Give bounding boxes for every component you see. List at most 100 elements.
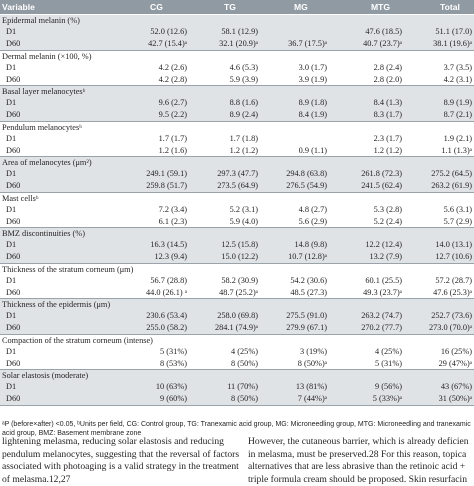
cell-mg: 7 (44%)ᵃ	[297, 394, 327, 404]
cell-tg: 5.9 (3.9)	[229, 74, 258, 84]
cell-total: 273.0 (70.0)ᵃ	[428, 323, 472, 333]
row-label: D60	[6, 394, 21, 404]
cell-cg: 1.7 (1.7)	[158, 133, 187, 143]
cell-mg: 8.4 (1.9)	[298, 110, 327, 120]
cell-cg: 6.1 (2.3)	[158, 216, 187, 226]
cell-mtg: 13.2 (7.9)	[369, 252, 403, 262]
table-row: D60 1.2 (1.6) 1.2 (1.2) 0.9 (1.1) 1.2 (1.2) 1…	[0, 145, 474, 157]
cell-total: 8.7 (2.1)	[443, 110, 472, 120]
row-label: D60	[6, 358, 21, 368]
cell-cg: 9 (60%)	[160, 394, 187, 404]
cell-total: 43 (67%)	[440, 382, 472, 391]
table-row: D60 6.1 (2.3) 5.9 (4.0) 5.6 (2.9) 5.2 (2.4) 5…	[0, 216, 474, 228]
table-row: D1 5 (31%) 4 (25%) 3 (19%) 4 (25%) 16 (25%)	[0, 346, 474, 358]
cell-tg: 1.2 (1.2)	[229, 145, 258, 155]
section-divider	[0, 191, 474, 193]
section-band	[0, 370, 474, 406]
cell-mg: 275.5 (91.0)	[286, 311, 327, 320]
body-left-line: associated with photoaging is a valid st…	[2, 461, 239, 473]
cell-cg: 12.3 (9.4)	[154, 252, 188, 262]
section-title: Dermal melanin (×100, %)	[2, 51, 92, 61]
cell-mtg: 261.8 (72.3)	[361, 169, 402, 178]
cell-cg: 9.6 (2.7)	[158, 98, 187, 107]
section-title-row: Area of melanocytes (μm²)	[0, 157, 474, 168]
section-divider	[0, 85, 474, 86]
body-left-line: of melasma.12,27	[2, 473, 71, 485]
cell-mtg: 12.2 (12.4)	[365, 240, 402, 249]
row-label: D1	[6, 133, 17, 143]
cell-tg: 12.5 (15.8)	[221, 240, 258, 249]
cell-tg: 273.5 (64.9)	[217, 181, 258, 191]
section-title-row: Pendulum melanocytesᵇ	[0, 122, 474, 133]
row-label: D1	[6, 382, 17, 391]
cell-mtg: 1.2 (1.2)	[373, 145, 402, 155]
section-divider	[0, 369, 474, 370]
cell-total: 275.2 (64.5)	[431, 169, 472, 178]
cell-mtg: 2.3 (1.7)	[373, 133, 402, 143]
section-title: Pendulum melanocytesᵇ	[2, 122, 82, 132]
cell-mg: 14.8 (9.8)	[294, 240, 328, 249]
cell-mtg: 47.6 (18.5)	[365, 27, 402, 36]
cell-tg: 1.7 (1.8)	[229, 133, 258, 143]
cell-tg: 8.8 (1.6)	[229, 98, 258, 107]
cell-tg: 8 (50%)	[231, 394, 258, 404]
cell-mtg: 8.4 (1.3)	[373, 98, 402, 107]
cell-cg: 42.7 (15.4)ᵃ	[148, 39, 187, 49]
cell-mtg: 2.8 (2.0)	[373, 74, 402, 84]
cell-mtg: 5 (31%)	[375, 358, 402, 368]
cell-tg: 297.3 (47.7)	[217, 169, 258, 178]
cell-cg: 1.2 (1.6)	[158, 145, 187, 155]
cell-total: 14.0 (13.1)	[435, 240, 472, 249]
section-divider	[0, 262, 474, 264]
cell-mtg: 5.3 (2.8)	[373, 204, 402, 214]
cell-tg: 11 (70%)	[227, 382, 258, 391]
row-label: D1	[6, 275, 17, 285]
section-band	[0, 157, 474, 193]
cell-cg: 44.0 (26.1) ᵃ	[146, 287, 187, 297]
cell-mg: 8.9 (1.8)	[298, 98, 327, 107]
section-divider	[0, 227, 474, 228]
table-row: D1 10 (63%) 11 (70%) 13 (81%) 9 (56%) 43 (67%…	[0, 381, 474, 393]
cell-mtg: 40.7 (23.7)ᵃ	[363, 39, 402, 49]
cell-cg: 230.6 (53.4)	[146, 311, 187, 320]
cell-tg: 284.1 (74.9)ᵃ	[214, 323, 258, 333]
cell-tg: 32.1 (20.9)ᵃ	[219, 39, 258, 49]
section-title-row: Thickness of the stratum corneum (μm)	[0, 264, 474, 275]
row-label: D1	[6, 346, 17, 356]
cell-mg: 3 (19%)	[300, 346, 327, 356]
section-title: Epidermal melanin (%)	[2, 16, 80, 25]
body-right-line: alternatives that are less abrasive than…	[248, 461, 466, 473]
row-label: D60	[6, 110, 21, 120]
table-row: D1 249.1 (59.1) 297.3 (47.7) 294.8 (63.8) 26…	[0, 168, 474, 180]
section-title: BMZ discontinuities (%)	[2, 229, 85, 238]
row-label: D1	[6, 169, 17, 178]
cell-mg: 3.0 (1.7)	[298, 62, 327, 72]
cell-total: 3.7 (3.5)	[443, 62, 472, 72]
cell-cg: 4.2 (2.6)	[158, 62, 187, 72]
section-band	[0, 15, 474, 51]
cell-mg: 36.7 (17.5)ᵃ	[288, 39, 327, 49]
row-label: D60	[6, 216, 21, 226]
table-row: D60 255.0 (58.2) 284.1 (74.9)ᵃ 279.9 (67.1)…	[0, 322, 474, 334]
cell-mg: 4.8 (2.7)	[298, 204, 327, 214]
cell-cg: 5 (31%)	[160, 346, 187, 356]
cell-total: 29 (47%)ᵃ	[438, 358, 472, 368]
table-row: D1 230.6 (53.4) 258.0 (69.8) 275.5 (91.0) 26…	[0, 310, 474, 322]
cell-cg: 7.2 (3.4)	[158, 204, 187, 214]
table-row: D1 4.2 (2.6) 4.6 (5.3) 3.0 (1.7) 2.8 (2.4) 3.…	[0, 62, 474, 74]
table-row: D60 259.8 (51.7) 273.5 (64.9) 276.5 (54.9) 2…	[0, 180, 474, 192]
cell-mg: 54.2 (30.6)	[290, 275, 327, 285]
cell-tg: 5.9 (4.0)	[229, 216, 258, 226]
header-variable: Variable	[2, 2, 35, 12]
cell-tg: 4.6 (5.3)	[229, 62, 258, 72]
cell-total: 38.1 (19.6)ᵃ	[433, 39, 472, 49]
body-left-line: lightening melasma, reducing solar elast…	[2, 436, 224, 447]
table-header: Variable CG TG MG MTG Total	[0, 0, 474, 14]
section-divider	[0, 404, 474, 406]
cell-total: 4.2 (3.1)	[443, 74, 472, 84]
cell-mtg: 2.8 (2.4)	[373, 62, 402, 72]
body-left-line: pendulum melanocytes, suggesting that th…	[2, 448, 240, 460]
cell-tg: 8.9 (2.4)	[229, 110, 258, 120]
cell-total: 1.9 (2.1)	[443, 133, 472, 143]
cell-cg: 4.2 (2.8)	[158, 74, 187, 84]
